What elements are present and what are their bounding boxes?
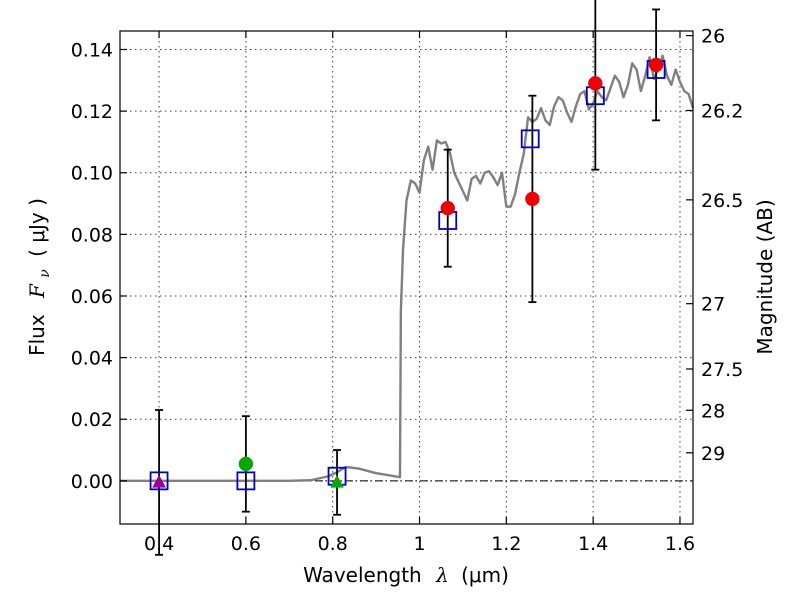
y-tick-label-3: 0.06 bbox=[71, 286, 113, 308]
observed-point-6 bbox=[648, 57, 664, 73]
observed-point-4 bbox=[525, 191, 540, 207]
x-tick-label-5: 1.4 bbox=[578, 533, 608, 555]
y-axis-ticks: 0.00 0.02 0.04 0.06 0.08 0.10 0.12 0.14 bbox=[71, 39, 127, 493]
observed-point-2 bbox=[330, 474, 344, 488]
y-tick-label-7: 0.14 bbox=[71, 39, 113, 61]
model-point-0 bbox=[149, 471, 169, 491]
model-point-1 bbox=[236, 471, 256, 491]
right-tick-label-5: 28 bbox=[701, 400, 725, 422]
model-point-4 bbox=[520, 129, 540, 149]
model-spectrum-line bbox=[120, 54, 695, 483]
right-axis-ticks: 26 26.2 26.5 27 27.5 28 29 bbox=[686, 26, 743, 465]
right-axis-label: Magnitude (AB) bbox=[753, 199, 777, 354]
y-tick-label-5: 0.10 bbox=[71, 163, 113, 185]
right-tick-label-2: 26.5 bbox=[701, 190, 743, 212]
model-spectrum bbox=[120, 54, 695, 483]
y-tick-label-0: 0.00 bbox=[71, 471, 113, 493]
y-tick-label-1: 0.02 bbox=[71, 409, 113, 431]
x-tick-label-1: 0.6 bbox=[231, 533, 261, 555]
y-axis-label: Flux F ν ( μJy ) bbox=[25, 198, 54, 356]
observed-point-5 bbox=[588, 76, 603, 91]
x-tick-label-6: 1.6 bbox=[665, 533, 695, 555]
y-tick-label-2: 0.04 bbox=[71, 348, 113, 370]
right-tick-label-6: 29 bbox=[701, 443, 725, 465]
x-axis-ticks: 0.4 0.6 0.8 1 1.2 1.4 1.6 bbox=[144, 31, 695, 555]
right-tick-label-4: 27.5 bbox=[701, 359, 743, 381]
x-tick-label-2: 0.8 bbox=[318, 533, 348, 555]
right-tick-label-3: 27 bbox=[701, 294, 725, 316]
x-tick-label-4: 1.2 bbox=[491, 533, 521, 555]
y-tick-label-6: 0.12 bbox=[71, 101, 113, 123]
x-tick-label-0: 0.4 bbox=[144, 533, 174, 555]
observed-point-1 bbox=[238, 456, 254, 472]
right-tick-label-0: 26 bbox=[701, 26, 725, 48]
observed-point-0 bbox=[152, 474, 166, 488]
right-tick-label-1: 26.2 bbox=[701, 100, 743, 122]
observed-point-3 bbox=[440, 200, 455, 216]
observed-photometry-points bbox=[152, 57, 664, 488]
y-tick-label-4: 0.08 bbox=[71, 224, 113, 246]
grid-lines bbox=[120, 31, 693, 524]
plot-frame bbox=[119, 30, 694, 525]
x-axis-label: Wavelength λ (μm) bbox=[303, 563, 509, 587]
x-tick-label-3: 1 bbox=[413, 533, 425, 555]
